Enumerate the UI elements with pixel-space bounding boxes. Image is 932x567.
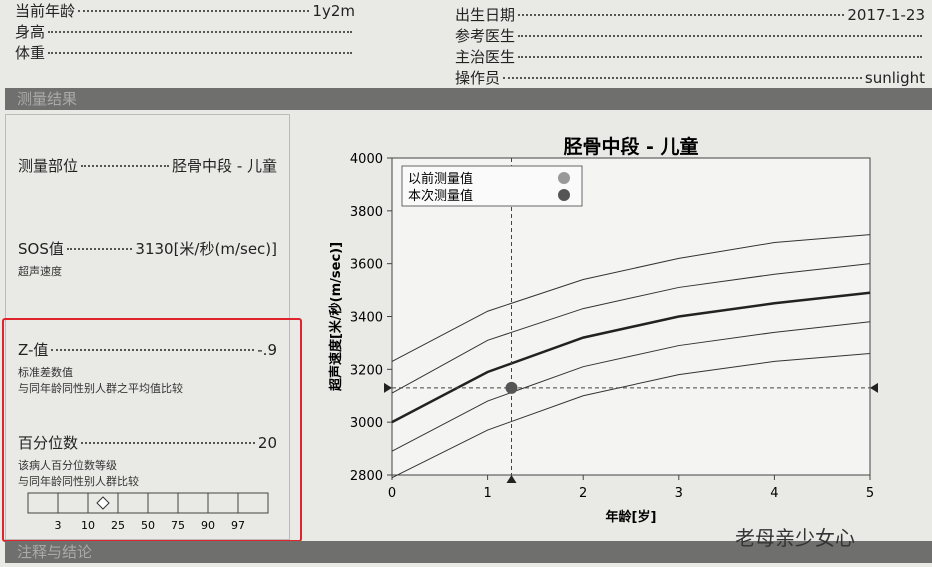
section-bar: 测量结果 <box>5 88 932 110</box>
percentile-scale: 3 10 25 50 75 90 97 <box>27 492 269 532</box>
value: 3130[米/秒(m/sec)] <box>135 240 277 258</box>
scale-label: 75 <box>171 519 185 532</box>
field: 身高 <box>15 21 355 42</box>
section-bar: 注释与结论 <box>5 541 932 563</box>
field: 当前年龄 1y2m <box>15 0 355 21</box>
label: 出生日期 <box>455 6 516 24</box>
legend-swatch <box>558 172 570 184</box>
note: 与同年龄同性别人群之平均值比较 <box>18 382 183 395</box>
curve <box>391 234 871 362</box>
curve <box>391 263 871 394</box>
legend-label: 以前测量值 <box>408 171 473 187</box>
leader <box>518 56 922 58</box>
value: sunlight <box>864 69 925 87</box>
label: 主治医生 <box>455 48 516 66</box>
arrow <box>506 475 517 483</box>
field: SOS值 3130[米/秒(m/sec)] <box>18 238 277 259</box>
y-tick-label: 3200 <box>350 363 383 378</box>
leader <box>48 52 352 54</box>
label: 当前年龄 <box>15 2 76 20</box>
label: 体重 <box>15 44 46 62</box>
field: 百分位数 20 <box>18 432 277 453</box>
field: 测量部位 胫骨中段 - 儿童 <box>18 155 277 176</box>
leader <box>66 248 133 250</box>
value: 胫骨中段 - 儿童 <box>172 157 277 175</box>
scale-label: 3 <box>55 519 62 532</box>
field: 参考医生 <box>455 25 925 46</box>
y-tick-label: 4000 <box>350 152 383 167</box>
x-tick-label: 3 <box>675 486 683 501</box>
x-tick-label: 2 <box>579 486 587 501</box>
arrow <box>384 382 392 393</box>
field: 操作员 sunlight <box>455 67 925 88</box>
value: -.9 <box>257 341 277 359</box>
x-tick-label: 5 <box>866 486 874 501</box>
label: 测量部位 <box>18 157 79 175</box>
leader <box>518 35 922 37</box>
curve <box>391 321 871 452</box>
x-tick-label: 4 <box>770 486 778 501</box>
field: 主治医生 <box>455 46 925 67</box>
arrow <box>870 382 878 393</box>
highlight-box <box>2 318 302 542</box>
field: 体重 <box>15 42 355 63</box>
field: 出生日期 2017-1-23 <box>455 4 925 25</box>
value: 1y2m <box>312 2 355 20</box>
scale-label: 50 <box>141 519 155 532</box>
x-tick-label: 1 <box>483 486 491 501</box>
x-axis-label: 年龄[岁] <box>606 509 657 525</box>
results-panel: 测量部位 胫骨中段 - 儿童 SOS值 3130[米/秒(m/sec)] 超声速度 … <box>5 114 290 540</box>
label: Z-值 <box>18 341 49 359</box>
label: 百分位数 <box>18 434 79 452</box>
leader <box>51 349 255 351</box>
x-tick-label: 0 <box>388 486 396 501</box>
scale-label: 10 <box>81 519 95 532</box>
value: 2017-1-23 <box>847 6 925 24</box>
percentile-marker <box>96 496 110 510</box>
scale-label: 97 <box>231 519 245 532</box>
leader <box>81 442 255 444</box>
header-right: 出生日期 2017-1-23 参考医生 主治医生 操作员 sunlight <box>455 4 925 88</box>
field: Z-值 -.9 <box>18 339 277 360</box>
y-tick-label: 3600 <box>350 258 383 273</box>
label: 操作员 <box>455 69 501 87</box>
scale-label: 90 <box>201 519 215 532</box>
note: 超声速度 <box>18 265 62 278</box>
plot-area <box>391 157 871 476</box>
current-point <box>505 381 518 394</box>
note: 该病人百分位数等级 <box>18 459 117 472</box>
header-left: 当前年龄 1y2m 身高 体重 <box>15 0 355 63</box>
y-axis-label: 超声速度[米/秒(m/sec)] <box>328 242 344 391</box>
legend-swatch <box>558 189 570 201</box>
note: 与同年龄同性别人群比较 <box>18 475 139 488</box>
curve <box>391 291 871 424</box>
leader <box>48 31 352 33</box>
leader <box>78 10 310 12</box>
value: 20 <box>257 434 277 452</box>
legend-label: 本次测量值 <box>408 188 473 204</box>
leader <box>81 165 170 167</box>
legend-box <box>401 165 583 207</box>
chart: 胫骨中段 - 儿童 2800 3000 3200 3400 3600 3800 4000 0 1 2… <box>328 135 878 525</box>
leader <box>503 77 862 79</box>
chart-title: 胫骨中段 - 儿童 <box>563 135 698 158</box>
watermark: 老母亲少女心 <box>735 526 855 550</box>
y-tick-label: 3000 <box>350 416 383 431</box>
scale-label: 25 <box>111 519 125 532</box>
label: 参考医生 <box>455 27 516 45</box>
y-tick-label: 3800 <box>350 205 383 220</box>
y-tick-label: 3400 <box>350 311 383 326</box>
curve <box>391 352 871 479</box>
y-tick-label: 2800 <box>350 469 383 484</box>
leader <box>518 14 845 16</box>
note: 标准差数值 <box>18 366 73 379</box>
label: SOS值 <box>18 240 64 258</box>
label: 身高 <box>15 23 46 41</box>
